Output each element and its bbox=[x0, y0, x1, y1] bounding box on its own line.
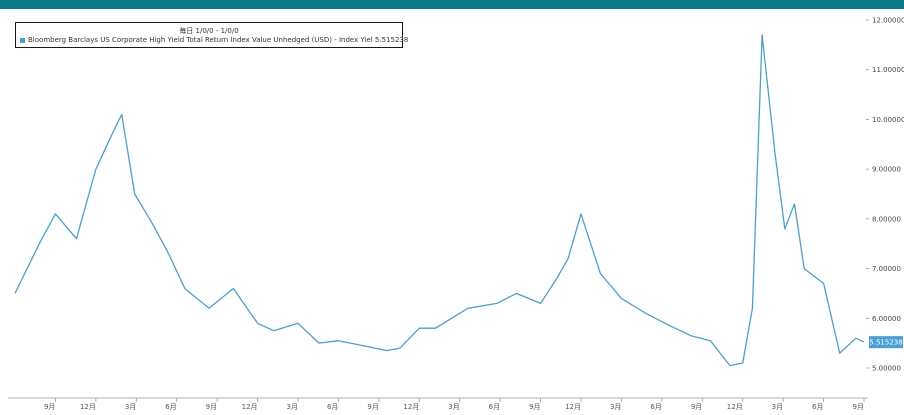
x-tick-label: 9月 bbox=[206, 403, 217, 411]
y-tick-label: 11.00000 bbox=[872, 66, 904, 74]
y-tick-label: 10.00000 bbox=[872, 116, 904, 124]
x-tick-label: 9月 bbox=[367, 403, 378, 411]
x-tick-label: 9月 bbox=[853, 403, 864, 411]
y-tick-label: 12.00000 bbox=[872, 17, 904, 25]
x-tick-label: 12月 bbox=[403, 403, 419, 411]
x-tick-label: 12月 bbox=[727, 403, 743, 411]
x-tick-label: 6月 bbox=[489, 403, 500, 411]
x-tick-label: 3月 bbox=[772, 403, 783, 411]
last-value-flag: 5.515238 bbox=[869, 336, 903, 349]
series-line bbox=[14, 34, 865, 367]
last-value-flag-bg bbox=[869, 336, 903, 349]
x-tick-label: 12月 bbox=[80, 403, 96, 411]
x-tick-label: 3月 bbox=[610, 403, 621, 411]
chart-series: 5.515238 bbox=[14, 34, 903, 367]
x-tick-label: 12月 bbox=[242, 403, 258, 411]
y-tick-label: 7.00000 bbox=[872, 265, 901, 273]
header-bar bbox=[0, 0, 904, 9]
chart-axes: 5.00000 6.00000 7.00000 8.00000 9.00000 10.00… bbox=[8, 17, 904, 411]
x-tick-label: 3月 bbox=[448, 403, 459, 411]
x-tick-label: 9月 bbox=[529, 403, 540, 411]
x-tick-label: 9月 bbox=[44, 403, 55, 411]
last-value-label: 5.515238 bbox=[869, 339, 902, 347]
legend-swatch bbox=[20, 37, 25, 43]
x-tick-label: 3月 bbox=[287, 403, 298, 411]
legend-date-range: 毎日 1/0/0 - 1/0/0 bbox=[179, 27, 239, 35]
legend-series-entry: Bloomberg Barclays US Corporate High Yie… bbox=[20, 36, 408, 44]
x-tick-label: 9月 bbox=[691, 403, 702, 411]
y-tick-label: 9.00000 bbox=[872, 166, 901, 174]
y-tick-label: 5.00000 bbox=[872, 365, 901, 373]
x-tick-label: 3月 bbox=[125, 403, 136, 411]
legend-series-label: Bloomberg Barclays US Corporate High Yie… bbox=[28, 36, 409, 44]
y-tick-label: 6.00000 bbox=[872, 315, 901, 323]
x-tick-label: 6月 bbox=[165, 403, 176, 411]
chart-legend: 毎日 1/0/0 - 1/0/0 Bloomberg Barclays US C… bbox=[15, 22, 408, 48]
y-tick-label: 8.00000 bbox=[872, 215, 901, 223]
x-tick-label: 6月 bbox=[650, 403, 661, 411]
x-tick-label: 12月 bbox=[565, 403, 581, 411]
x-tick-label: 6月 bbox=[327, 403, 338, 411]
x-tick-label: 6月 bbox=[812, 403, 823, 411]
